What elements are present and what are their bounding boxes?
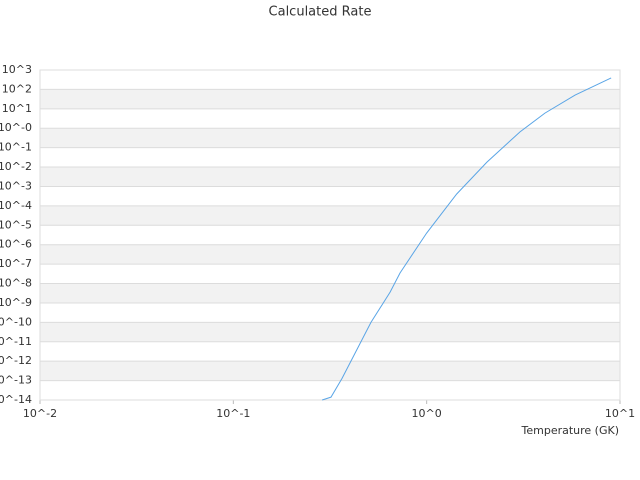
grid-band (40, 205, 620, 226)
line-series (321, 77, 612, 401)
y-tick-label: 10^-6 (0, 238, 32, 251)
y-tick-label: 10^1 (2, 102, 32, 115)
x-tick-label: 10^-1 (216, 407, 250, 420)
y-tick-label: 10^2 (2, 82, 32, 95)
y-tick-label: 10^-5 (0, 218, 32, 231)
y-tick-label: 10^-10 (0, 315, 32, 328)
y-tick-label: 10^-0 (0, 121, 32, 134)
y-tick-label: 10^-12 (0, 354, 32, 367)
y-tick-label: 10^-2 (0, 160, 32, 173)
x-tick-label: 10^-2 (23, 407, 57, 420)
x-tick-label: 10^1 (605, 407, 635, 420)
y-tick-label: 10^-3 (0, 179, 32, 192)
y-tick-label: 10^-9 (0, 296, 32, 309)
x-axis-label: Temperature (GK) (521, 424, 620, 437)
y-tick-label: 10^-7 (0, 257, 32, 270)
grid-band (40, 283, 620, 303)
y-tick-label: 10^-14 (0, 393, 32, 406)
y-tick-label: 10^-11 (0, 335, 32, 348)
grid-band (40, 322, 620, 342)
y-tick-label: 10^-8 (0, 277, 32, 290)
grid-band (40, 361, 620, 381)
y-tick-label: 10^3 (2, 63, 32, 76)
grid-band (40, 244, 620, 265)
grid-band (40, 128, 620, 148)
plot-frame (39, 69, 621, 401)
grid-band (40, 89, 620, 109)
chart-title: Calculated Rate (269, 5, 372, 20)
y-tick-label: 10^-4 (0, 199, 32, 212)
y-tick-label: 10^-13 (0, 374, 32, 387)
grid-band (40, 167, 620, 187)
y-tick-label: 10^-1 (0, 141, 32, 154)
x-tick-label: 10^0 (412, 407, 442, 420)
